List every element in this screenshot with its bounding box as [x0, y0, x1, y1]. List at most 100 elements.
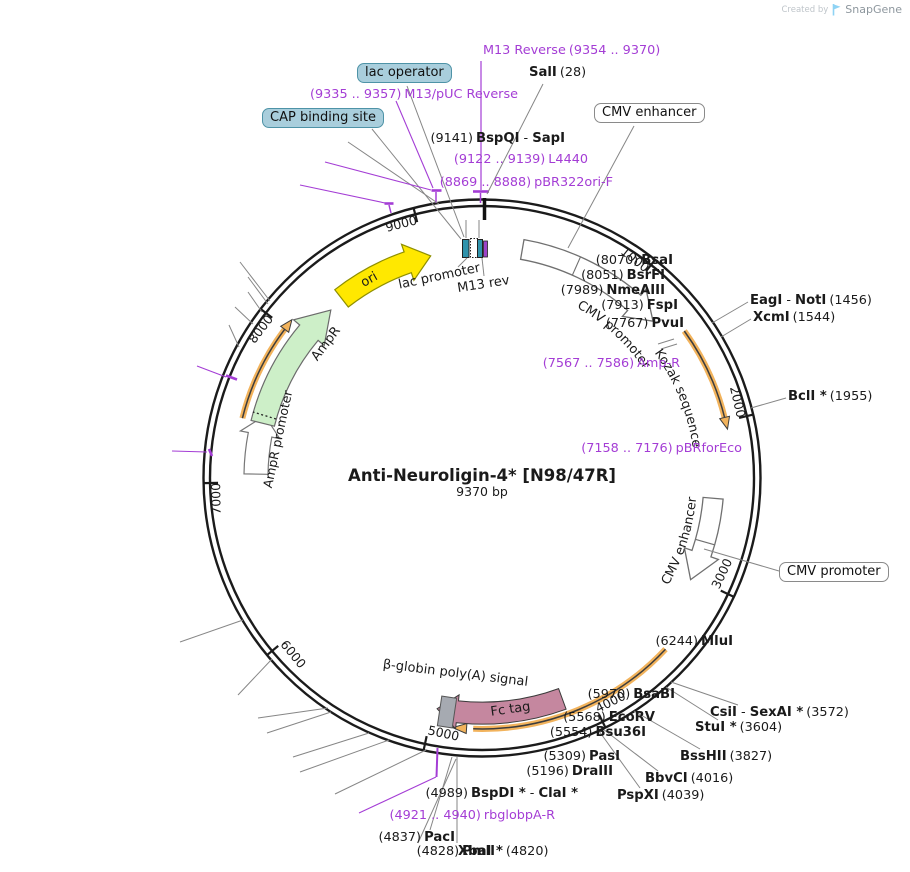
plasmid-ring-inner — [208, 204, 756, 752]
callout-line — [324, 161, 432, 191]
enzyme-label-bsabi[interactable]: (5970) BsaBI — [587, 687, 675, 702]
callout-line — [720, 318, 752, 338]
feature-box-connectors — [457, 220, 485, 277]
callout-line — [395, 100, 434, 189]
lac-operator-label[interactable]: lac operator — [357, 63, 452, 83]
cmv-enhancer-label[interactable]: CMV enhancer — [594, 103, 705, 123]
ori-arrow[interactable] — [333, 243, 432, 308]
primer-label-m13pucreverse[interactable]: (9335 .. 9357) M13/pUC Reverse — [310, 87, 518, 102]
enzyme-label-eagi[interactable]: EagI - NotI (1456) — [750, 293, 872, 308]
enzyme-label-bsrfi[interactable]: (8051) BsrFI — [581, 268, 665, 283]
enzyme-label-bbvci[interactable]: BbvCI (4016) — [645, 771, 734, 786]
enzyme-label-pasi[interactable]: (5309) PasI — [543, 749, 620, 764]
ampr-gene-arrow[interactable] — [250, 309, 332, 427]
primer-label-pbrforeco[interactable]: (7158 .. 7176) pBRforEco — [581, 441, 742, 456]
enzyme-label-bsu36i[interactable]: (5554) Bsu36I — [549, 725, 646, 740]
callout-line — [633, 710, 701, 750]
callout-line — [299, 739, 390, 773]
orf-arc-ampr[interactable] — [239, 318, 293, 419]
lac-promoter-box[interactable] — [470, 238, 478, 258]
ring-tick — [422, 735, 428, 751]
enzyme-label-ecorv[interactable]: (5568) EcoRV — [563, 710, 655, 725]
bglobin-polya-box[interactable] — [436, 695, 458, 729]
enzyme-label-pspxi[interactable]: PspXI (4039) — [617, 788, 705, 803]
enzyme-label-bsshii[interactable]: BssHII (3827) — [680, 749, 773, 764]
ori-label[interactable]: ori — [358, 269, 380, 290]
orf-arrowhead — [718, 415, 731, 431]
primer-label-ampr[interactable]: (7567 .. 7586) Amp-R — [542, 356, 680, 371]
callout-line — [257, 707, 329, 719]
callout-line — [406, 85, 465, 238]
enzyme-label-bcli[interactable]: BclI * (1955) — [788, 389, 873, 404]
orf-arc-heavy-chain[interactable] — [681, 329, 731, 431]
cap-binding-site-label[interactable]: CAP binding site — [262, 108, 385, 128]
enzyme-label-fspi[interactable]: (7913) FspI — [601, 298, 678, 313]
callout-line — [602, 728, 659, 772]
callout-line — [179, 619, 244, 643]
ring-tick — [720, 589, 735, 598]
enzyme-label-csii[interactable]: CsiI - SexAI * (3572) — [710, 705, 849, 720]
ring-tick-label: 2000 — [727, 385, 749, 419]
callout-line — [239, 261, 271, 302]
ring-tick — [412, 207, 419, 223]
enzyme-label-nmeaiii[interactable]: (7989) NmeAIII — [560, 283, 665, 298]
enzyme-label-sali[interactable]: SalI (28) — [529, 65, 587, 80]
enzyme-label-pvui[interactable]: (7767) PvuI — [605, 316, 684, 331]
primer-label-m13reverse[interactable]: M13 Reverse (9354 .. 9370) — [483, 43, 661, 58]
callout-line — [228, 324, 240, 348]
callout-line — [247, 291, 263, 313]
callout-line — [292, 732, 370, 758]
ring-tick-label: 5000 — [426, 722, 460, 743]
enzyme-label-draiii[interactable]: (5196) DraIII — [526, 764, 613, 779]
orf-arrowhead — [279, 318, 293, 334]
callout-line — [598, 730, 641, 789]
callout-line — [711, 301, 749, 324]
callout-line — [358, 776, 437, 814]
ring-tick — [266, 644, 279, 656]
enzyme-label-stui[interactable]: StuI * (3604) — [695, 720, 783, 735]
callout-line — [299, 184, 386, 204]
cap-binding-site-box[interactable] — [462, 239, 470, 258]
callout-line — [670, 681, 739, 706]
callout-line — [371, 128, 462, 240]
callout-line — [567, 125, 635, 249]
enzyme-label-xbai[interactable]: XbaI * (4820) — [458, 844, 549, 859]
enzyme-label-bspqi[interactable]: (9141) BspQI - SapI — [430, 131, 565, 146]
primer-label-rbglobpar[interactable]: (4921 .. 4940) rbglobpA-R — [389, 808, 555, 823]
callout-line — [247, 276, 269, 305]
cmv-promoter-arrow[interactable] — [519, 238, 654, 322]
snapgene-brand-text: SnapGene — [845, 3, 902, 16]
top-feature-boxes[interactable] — [462, 238, 488, 258]
plasmid-size: 9370 bp — [456, 484, 508, 499]
enzyme-label-bspdi[interactable]: (4989) BspDI * - ClaI * — [425, 786, 578, 801]
orf-arrowhead — [451, 722, 468, 735]
enzyme-label-bsai[interactable]: (8070) BsaI — [595, 253, 673, 268]
lac-operator-box[interactable] — [477, 239, 483, 258]
callout-line — [750, 397, 787, 409]
bglobin-polya-label[interactable]: β-globin poly(A) signal — [382, 657, 529, 690]
orf-arc-fc-region[interactable] — [451, 647, 668, 735]
callout-line — [429, 756, 453, 831]
callout-line — [486, 83, 544, 195]
primer-label-l4440[interactable]: (9122 .. 9139) L4440 — [453, 152, 588, 167]
ring-tick-label: 6000 — [277, 637, 309, 671]
primer-label-pbr322orif[interactable]: (8869 .. 8888) pBR322ori-F — [439, 175, 613, 190]
enzyme-label-pmli[interactable]: (4828) PmlI — [416, 844, 495, 859]
callout-line — [196, 365, 227, 378]
cmv-enhancer-arrow[interactable] — [683, 496, 724, 581]
fc-tag-label[interactable]: Fc tag — [490, 699, 532, 719]
snapgene-flag-icon — [832, 4, 841, 16]
enzyme-label-xcmi[interactable]: XcmI (1544) — [753, 310, 836, 325]
plasmid-title: Anti-Neuroligin-4* [N98/47R] — [348, 466, 616, 485]
ampr-promoter-arrow[interactable] — [238, 414, 281, 475]
ring-tick-label: 7000 — [208, 483, 224, 515]
enzyme-label-mlui[interactable]: (6244) MluI — [655, 634, 733, 649]
kozak-pointer — [657, 338, 678, 350]
enzyme-label-paci[interactable]: (4837) PacI — [378, 830, 456, 845]
cmv-promoter-label[interactable]: CMV promoter — [779, 562, 889, 582]
m13-rev-box[interactable] — [483, 240, 488, 258]
ring-tick — [259, 308, 273, 319]
callout-line — [703, 548, 780, 572]
